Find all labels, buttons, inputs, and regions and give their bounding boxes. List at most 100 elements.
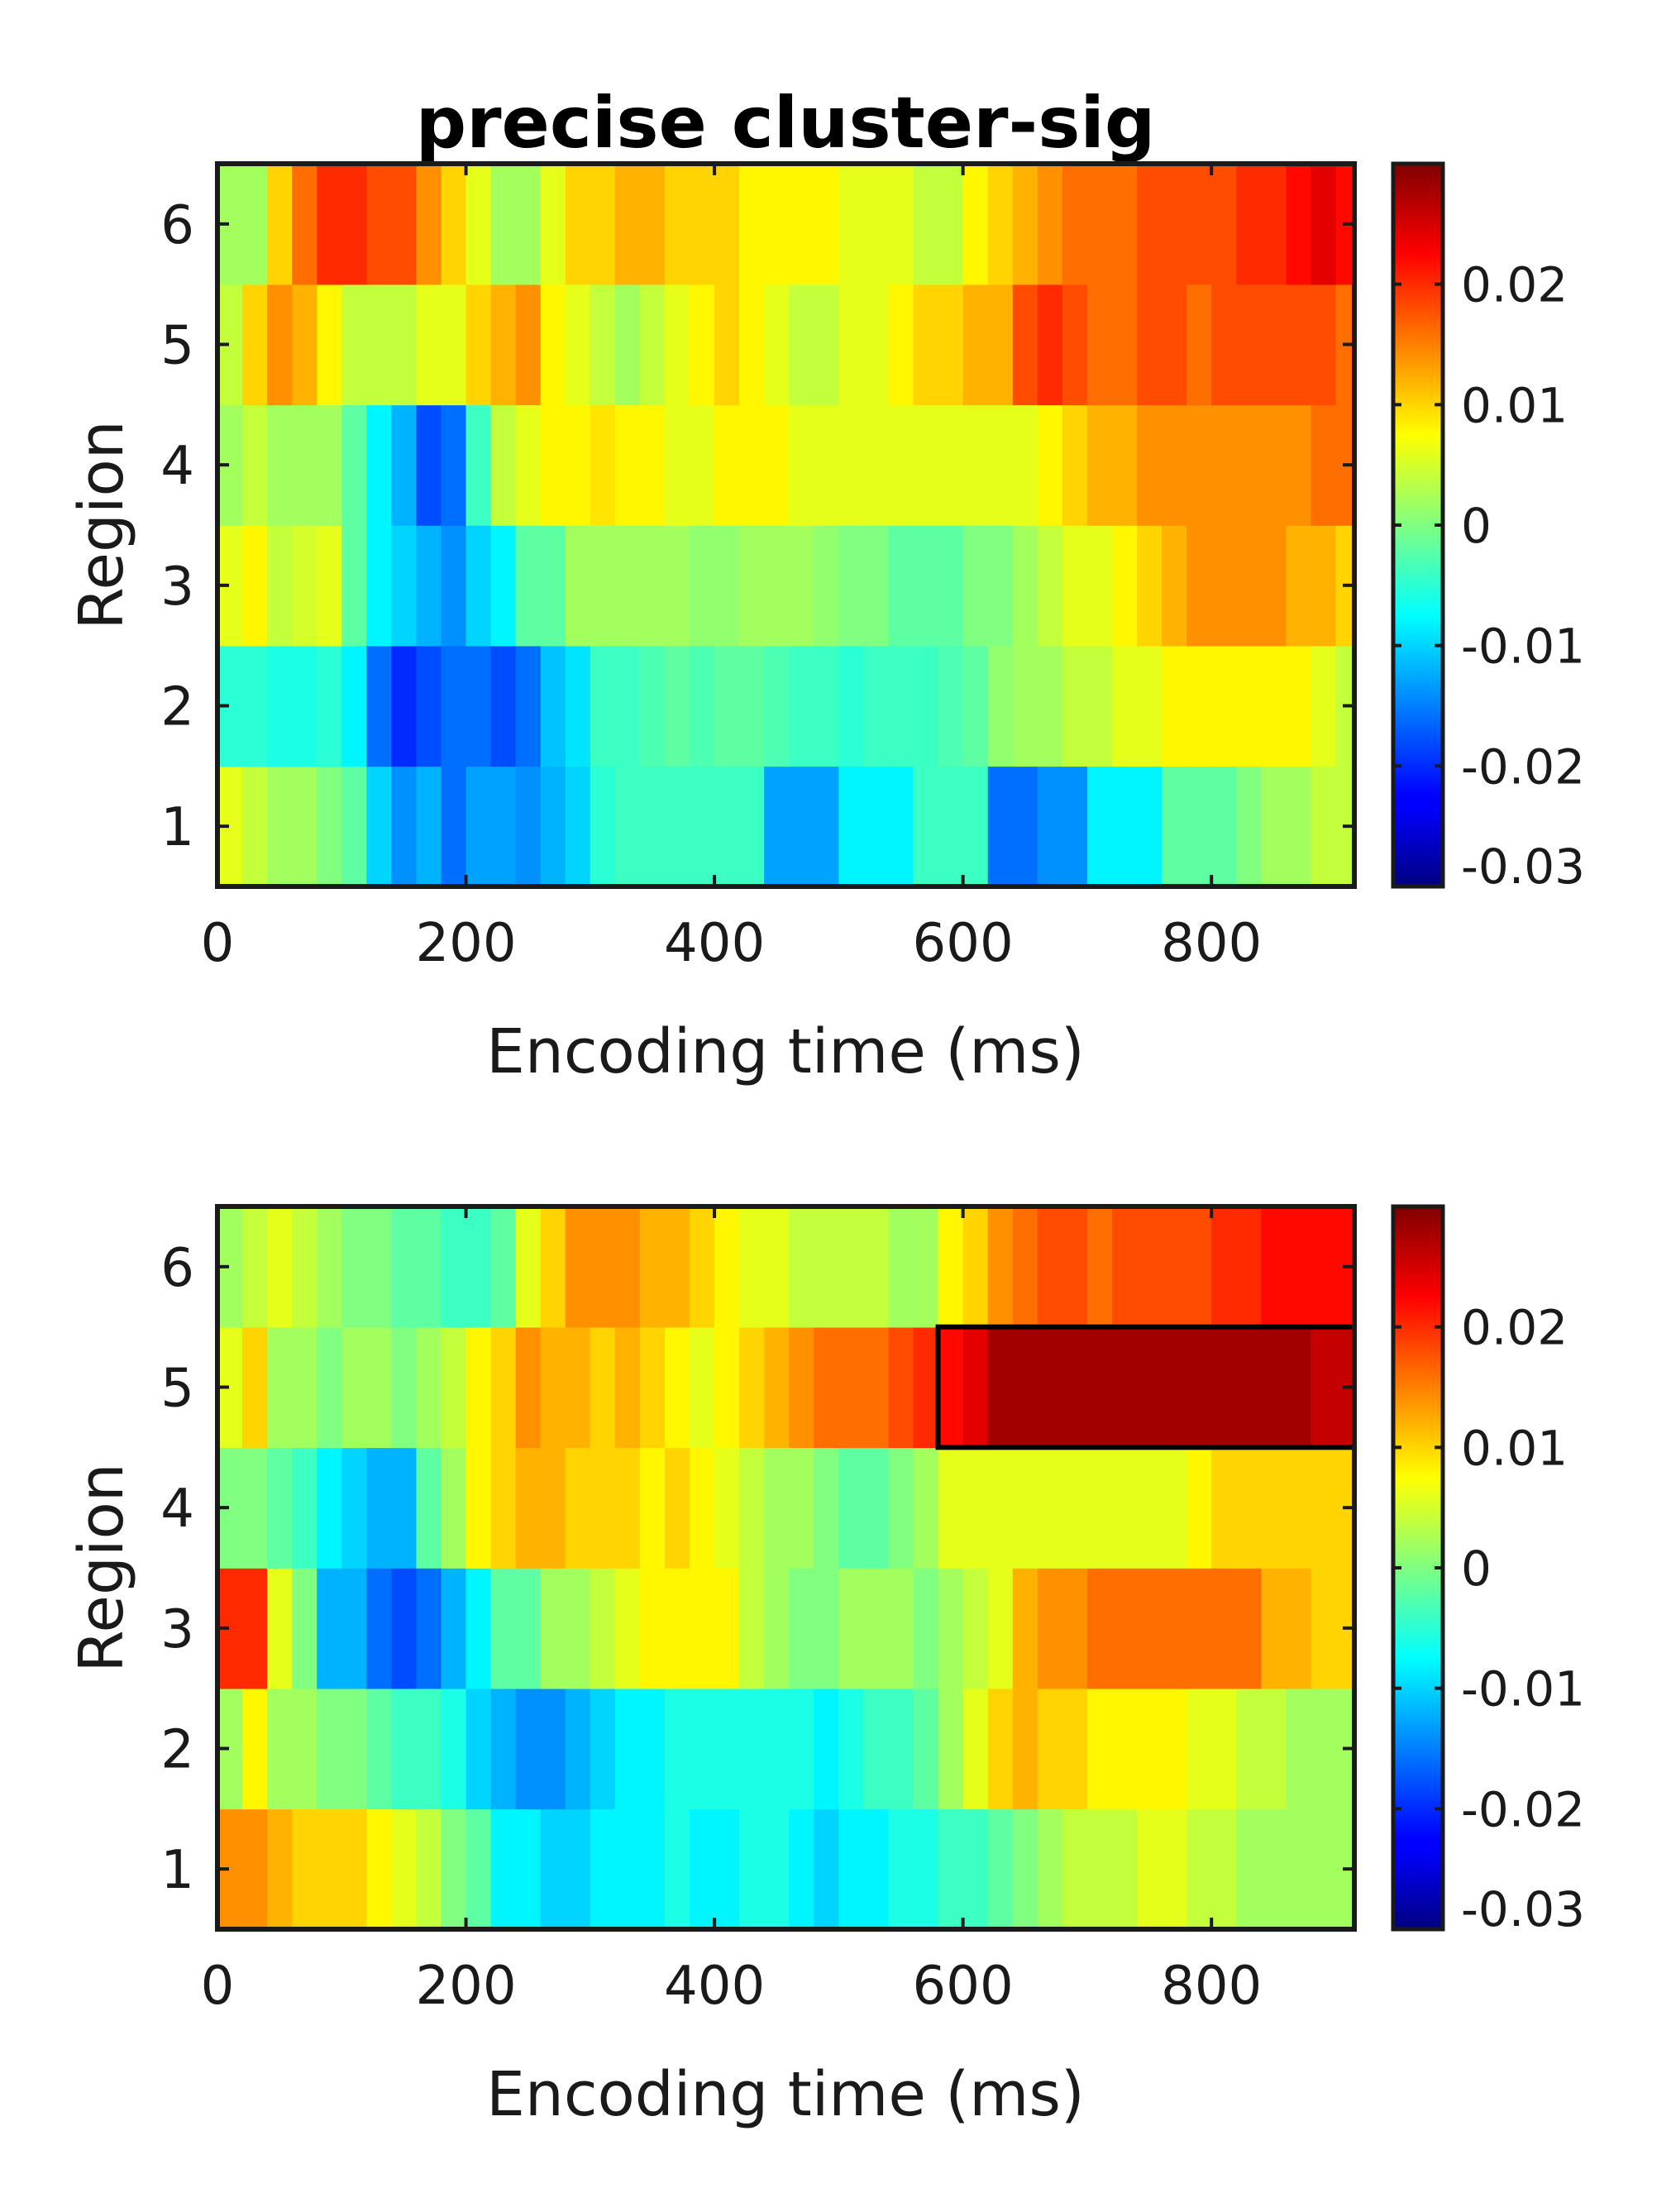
heatmap-cell [1236,404,1263,526]
x-tick-label: 200 [415,913,516,974]
heatmap-cell [1062,284,1088,406]
heatmap-cell [416,1206,442,1328]
y-tick-label: 5 [160,316,194,377]
heatmap-cell [292,284,318,406]
heatmap-cell [1211,1688,1238,1810]
heatmap-cell [441,164,467,285]
heatmap-cell [962,1688,989,1810]
heatmap-cell [962,1568,989,1689]
heatmap-cell [292,1447,318,1569]
heatmap-cell [962,1808,989,1930]
heatmap-cell [1261,1568,1287,1689]
heatmap-cell [987,1808,1014,1930]
x-tick-label: 200 [415,1956,516,2017]
heatmap-cell [1062,525,1088,647]
heatmap-cell [292,1808,318,1930]
heatmap-cell [938,284,964,406]
heatmap-cell [515,1808,542,1930]
heatmap-cell [614,1206,641,1328]
heatmap-cell [888,164,914,285]
heatmap-cell [441,1326,467,1449]
heatmap-cell [664,1326,690,1449]
heatmap-cell [789,404,815,526]
heatmap-cell [391,164,418,285]
heatmap-cell [341,766,368,887]
heatmap-cell [814,1688,840,1810]
heatmap-cell [1137,1447,1163,1569]
heatmap-cell [913,1688,939,1810]
heatmap-cell [714,766,740,887]
colorbar-tick-label: 0.02 [1461,257,1568,313]
colorbar-tick-label: -0.03 [1461,838,1585,895]
heatmap-cell [814,404,840,526]
heatmap-cell [1137,1206,1163,1328]
heatmap-cell [690,284,715,406]
heatmap-cell [242,1808,268,1930]
colorbar-tick-label: -0.02 [1461,1781,1585,1837]
heatmap-cell [863,1568,890,1689]
heatmap-cell [292,164,318,285]
heatmap-cell [690,1326,715,1449]
colorbar-ticks: 0.02 0.01 0 -0.01 -0.02 -0.03 [1393,257,1585,895]
heatmap-cell [913,1326,939,1449]
heatmap-cell [938,1568,964,1689]
x-axis-label: Encoding time (ms) [486,1016,1085,1087]
heatmap-cell [540,284,566,406]
heatmap-cell [1012,164,1038,285]
x-tick-label: 800 [1161,913,1262,974]
heatmap-cell [1261,645,1287,767]
heatmap-cell [416,1688,442,1810]
heatmap-cell [416,284,442,406]
heatmap-cell [1062,1568,1088,1689]
heatmap-cell [366,1568,393,1689]
heatmap-cell [764,1206,790,1328]
heatmap-cell [690,645,715,767]
heatmap-cell [515,1326,542,1449]
heatmap-cell [1012,766,1038,887]
heatmap-cell [1162,1688,1187,1810]
heatmap-cell [1012,404,1038,526]
heatmap-cell [341,1206,368,1328]
heatmap-cell [714,1326,740,1449]
heatmap-cell [714,404,740,526]
heatmap-cell [789,1326,815,1449]
heatmap-cell [888,1688,914,1810]
heatmap-cell [1137,1326,1163,1449]
heatmap-cell [267,1447,293,1569]
heatmap-cell [317,1568,343,1689]
heatmap-cell [1186,1688,1212,1810]
heatmap-cell [1012,1206,1038,1328]
heatmap-cell [1137,164,1163,285]
heatmap-cell [1086,1206,1113,1328]
heatmap-cell [739,404,765,526]
heatmap-cell [242,1688,268,1810]
heatmap-cell [540,1206,566,1328]
heatmap-cell [366,164,393,285]
heatmap-cell [1261,1447,1287,1569]
heatmap-cell [764,164,790,285]
heatmap-cell [590,1808,616,1930]
heatmap-cell [714,645,740,767]
heatmap-cell [391,1688,418,1810]
heatmap-cell [590,1688,616,1810]
heatmap-cell [690,1568,715,1689]
heatmap-cell [565,766,591,887]
heatmap-cell [1211,1447,1238,1569]
heatmap-cell [490,1808,517,1930]
heatmap-cell [1286,1568,1312,1689]
heatmap-cell [1137,525,1163,647]
heatmap-cell [838,1447,865,1569]
heatmap-cell [614,645,641,767]
heatmap-cell [465,1326,492,1449]
heatmap-cell [639,1808,666,1930]
heatmap-cell [515,1447,542,1569]
x-tick-label: 400 [664,913,765,974]
heatmap-cell [267,525,293,647]
heatmap-cell [1012,1808,1038,1930]
heatmap-cell [714,1808,740,1930]
heatmap-cell [1186,525,1212,647]
heatmap-cell [913,766,939,887]
heatmap-cell [1086,1688,1113,1810]
heatmap-cell [465,1808,492,1930]
heatmap-cell [242,525,268,647]
